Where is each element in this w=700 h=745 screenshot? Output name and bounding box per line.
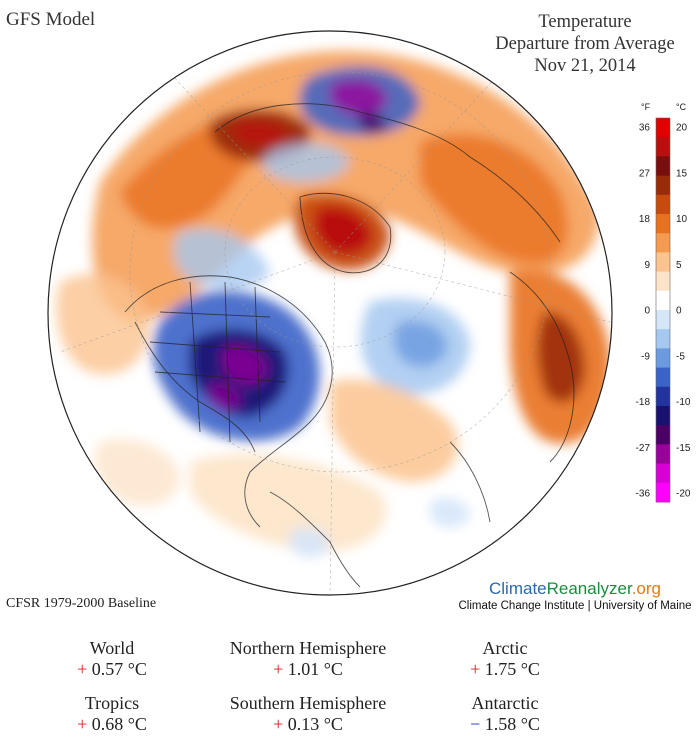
legend-tick-c: -20 (676, 489, 691, 500)
stat-value: 0.68 °C (91, 714, 147, 734)
legend-swatch (656, 482, 670, 503)
legend-swatch (656, 329, 670, 349)
stat-sign: + (77, 659, 88, 679)
legend-swatch (656, 463, 670, 484)
model-label: GFS Model (6, 9, 96, 30)
title-line-2: Departure from Average (495, 34, 675, 54)
legend-tick-f: -9 (641, 351, 650, 362)
legend-svg: °F °C 36 20 27 15 18 10 9 5 0 0 -9 -5 -18 -10 -27 -15 -3… (636, 102, 691, 503)
legend-tick-c: 20 (676, 123, 688, 134)
legend-tick-f: -18 (636, 397, 651, 408)
legend-unit-c: °C (676, 102, 687, 112)
institute-label: Climate Change Institute | University of… (458, 600, 692, 612)
legend-tick-f: 27 (639, 168, 651, 179)
stat-value: 1.01 °C (287, 659, 343, 679)
legend-tick-f: -36 (636, 489, 651, 500)
legend-border (655, 117, 671, 503)
legend-swatch (656, 118, 670, 138)
legend-swatch (656, 310, 670, 330)
stat-sign: + (77, 714, 88, 734)
legend-tick-c: 10 (676, 214, 688, 225)
legend-tick-c: -15 (676, 443, 691, 454)
title-line-1: Temperature (538, 12, 632, 32)
color-legend: °F °C 36 20 27 15 18 10 9 5 0 0 -9 -5 -18 -10 -27 -15 -3… (628, 100, 700, 510)
stat-southern-hemisphere: Southern Hemisphere + 0.13 °C (218, 693, 398, 735)
stat-value: 0.13 °C (287, 714, 343, 734)
brand-logo: ClimateReanalyzer.org (456, 579, 694, 599)
legend-tick-f: 18 (639, 214, 651, 225)
stat-label: World (89, 638, 135, 658)
credit-block: ClimateReanalyzer.org Climate Change Ins… (456, 579, 694, 612)
legend-tick-c: -5 (676, 351, 685, 362)
legend-swatch (656, 137, 670, 157)
stat-sign: + (273, 659, 284, 679)
stat-northern-hemisphere: Northern Hemisphere + 1.01 °C (218, 638, 398, 680)
stat-label: Northern Hemisphere (229, 638, 387, 658)
legend-tick-f: 9 (644, 260, 650, 271)
stat-value: 1.58 °C (484, 714, 540, 734)
legend-tick-f: 36 (639, 123, 651, 134)
stat-label: Southern Hemisphere (229, 693, 387, 713)
globe-svg (47, 30, 613, 596)
stat-value: 1.75 °C (484, 659, 540, 679)
brand-part-3: .org (631, 579, 661, 598)
legend-swatch (656, 233, 670, 253)
legend-swatch (656, 194, 670, 215)
map-title: Temperature Departure from Average Nov 2… (480, 11, 690, 77)
globe-map (40, 22, 620, 604)
legend-tick-c: -10 (676, 397, 691, 408)
stat-arctic: Arctic + 1.75 °C (440, 638, 570, 680)
legend-swatch (656, 406, 670, 426)
stat-label: Arctic (482, 638, 528, 658)
graticule (59, 61, 611, 595)
legend-swatch (656, 271, 670, 292)
legend-swatch (656, 367, 670, 388)
legend-swatch (656, 290, 670, 311)
legend-tick-c: 5 (676, 260, 682, 271)
baseline-label: CFSR 1979-2000 Baseline (6, 596, 157, 611)
legend-tick-f: 0 (644, 306, 650, 317)
legend-swatch (656, 386, 670, 407)
stat-label: Antarctic (471, 693, 539, 713)
legend-unit-f: °F (641, 102, 651, 112)
legend-swatch (656, 214, 670, 234)
brand-part-2: Reanalyzer (546, 579, 632, 598)
stat-sign: + (470, 659, 481, 679)
anomaly-field (56, 50, 611, 558)
brand-part-1: Climate (489, 579, 547, 598)
legend-swatch (656, 444, 670, 465)
legend-swatch (656, 348, 670, 369)
legend-swatch (656, 252, 670, 273)
globe-outline (47, 30, 613, 596)
legend-tick-c: 15 (676, 168, 688, 179)
stat-value: 0.57 °C (91, 659, 147, 679)
stat-label: Tropics (84, 693, 140, 713)
stat-tropics: Tropics + 0.68 °C (47, 693, 177, 735)
legend-swatch (656, 175, 670, 196)
map-date: Nov 21, 2014 (534, 56, 636, 76)
stat-sign: − (470, 714, 481, 734)
legend-swatch (656, 425, 670, 445)
stat-antarctic: Antarctic − 1.58 °C (440, 693, 570, 735)
stat-world: World + 0.57 °C (47, 638, 177, 680)
legend-swatch (656, 156, 670, 177)
legend-tick-c: 0 (676, 306, 682, 317)
legend-tick-f: -27 (636, 443, 651, 454)
coastlines (124, 103, 575, 588)
stat-sign: + (273, 714, 284, 734)
